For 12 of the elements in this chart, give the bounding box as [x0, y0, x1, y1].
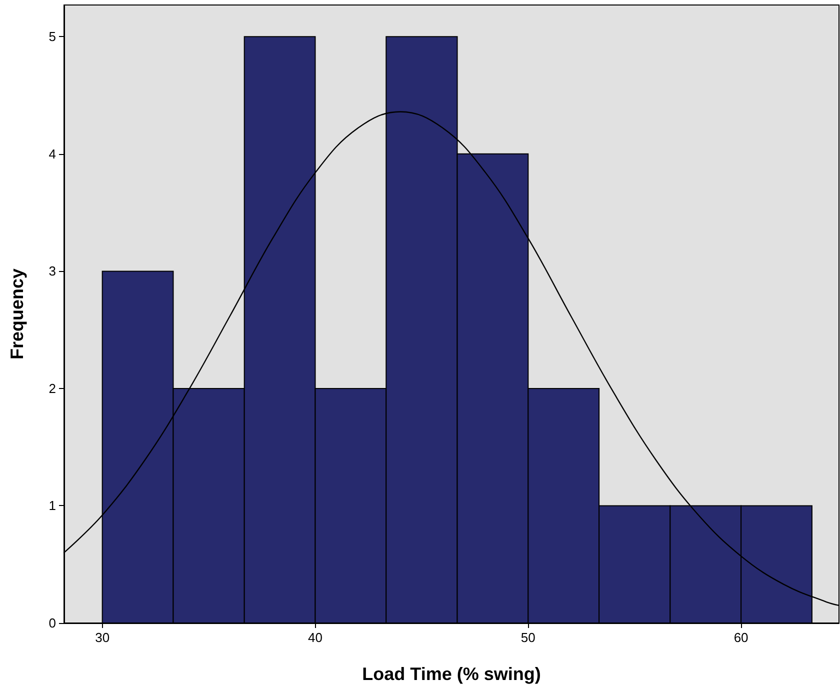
- x-axis-title: Load Time (% swing): [362, 664, 541, 684]
- x-tick-label: 60: [734, 630, 748, 645]
- x-tick-label: 40: [308, 630, 322, 645]
- y-tick-label: 5: [48, 29, 56, 44]
- y-axis-title: Frequency: [7, 268, 27, 360]
- x-tick-label: 50: [520, 630, 536, 645]
- y-tick-label: 1: [48, 498, 56, 514]
- x-tick-label: 30: [95, 630, 110, 645]
- y-tick-label: 2: [48, 380, 56, 396]
- y-tick-label: 4: [48, 146, 56, 162]
- y-tick-label: 3: [48, 264, 56, 279]
- y-tick-label: 0: [48, 616, 56, 630]
